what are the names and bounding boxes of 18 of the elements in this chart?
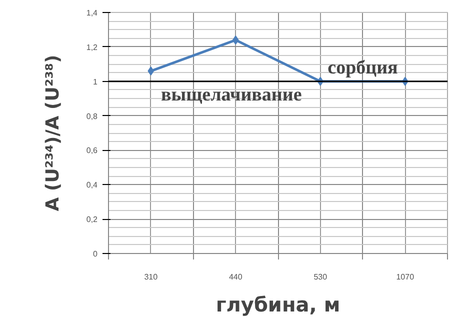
x-tick-label: 440 xyxy=(228,272,243,282)
point xyxy=(232,36,239,45)
x-axis-title: глубина, м xyxy=(216,292,340,316)
y-tick-label: 0,8 xyxy=(86,112,98,121)
y-tick-label: 1 xyxy=(93,77,98,86)
x-tick-label: 310 xyxy=(144,272,158,282)
x-tick-label: 530 xyxy=(314,272,328,282)
y-tick-label: 0,4 xyxy=(86,180,98,190)
y-tick-label: 1,4 xyxy=(86,8,98,18)
y-tick-label: 0 xyxy=(93,250,98,258)
y-tick-label: 1,2 xyxy=(86,42,98,52)
x-tick-label: 1070 xyxy=(396,272,415,282)
y-axis-title: A (U²³⁴)/A (U²³⁸) xyxy=(42,54,64,212)
annotation: сорбция xyxy=(328,57,398,78)
point xyxy=(148,66,154,76)
y-tick-label: 0,2 xyxy=(86,215,98,224)
y-tick-label: 0,6 xyxy=(86,146,98,156)
annotation: выщелачивание xyxy=(161,84,302,106)
